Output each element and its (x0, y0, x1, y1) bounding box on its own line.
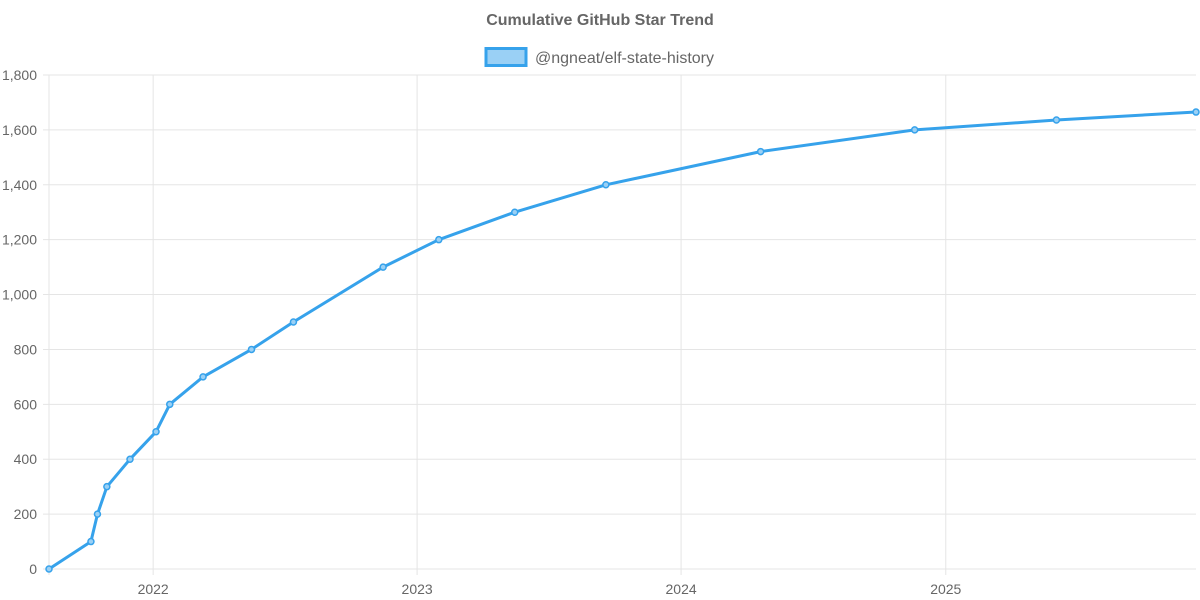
x-tick-label: 2023 (402, 581, 433, 597)
y-tick-label: 600 (14, 396, 38, 412)
data-point (152, 428, 160, 436)
y-tick-label: 1,200 (2, 232, 37, 248)
legend-label: @ngneat/elf-state-history (535, 50, 714, 67)
y-tick-label: 800 (14, 341, 38, 357)
series-line (48, 110, 1197, 571)
data-point (602, 181, 610, 189)
x-tick-label: 2022 (138, 581, 169, 597)
data-point (1192, 108, 1200, 116)
data-point (45, 565, 53, 573)
data-point (435, 235, 443, 244)
data-point (510, 208, 519, 216)
data-point (166, 400, 174, 409)
y-tick-label: 1,400 (2, 177, 37, 193)
data-point (756, 147, 765, 156)
x-tick-label: 2025 (930, 581, 961, 597)
y-tick-label: 1,000 (2, 287, 37, 303)
data-point (910, 126, 919, 134)
data-point (103, 482, 111, 491)
data-point (247, 345, 256, 354)
legend[interactable]: @ngneat/elf-state-history (484, 47, 714, 68)
data-point (289, 318, 298, 326)
y-tick-label: 1,800 (2, 67, 37, 83)
legend-swatch (484, 47, 528, 67)
data-point (93, 510, 102, 518)
data-point (199, 373, 207, 381)
y-tick-label: 1,600 (2, 122, 37, 138)
y-tick-label: 200 (14, 506, 38, 522)
chart-title: Cumulative GitHub Star Trend (486, 12, 714, 29)
y-tick-label: 400 (14, 451, 38, 467)
data-point (87, 537, 95, 546)
y-tick-label: 0 (29, 561, 37, 577)
data-point (1052, 116, 1061, 124)
data-point (379, 263, 387, 271)
data-point (126, 455, 134, 463)
x-tick-label: 2024 (666, 581, 697, 597)
